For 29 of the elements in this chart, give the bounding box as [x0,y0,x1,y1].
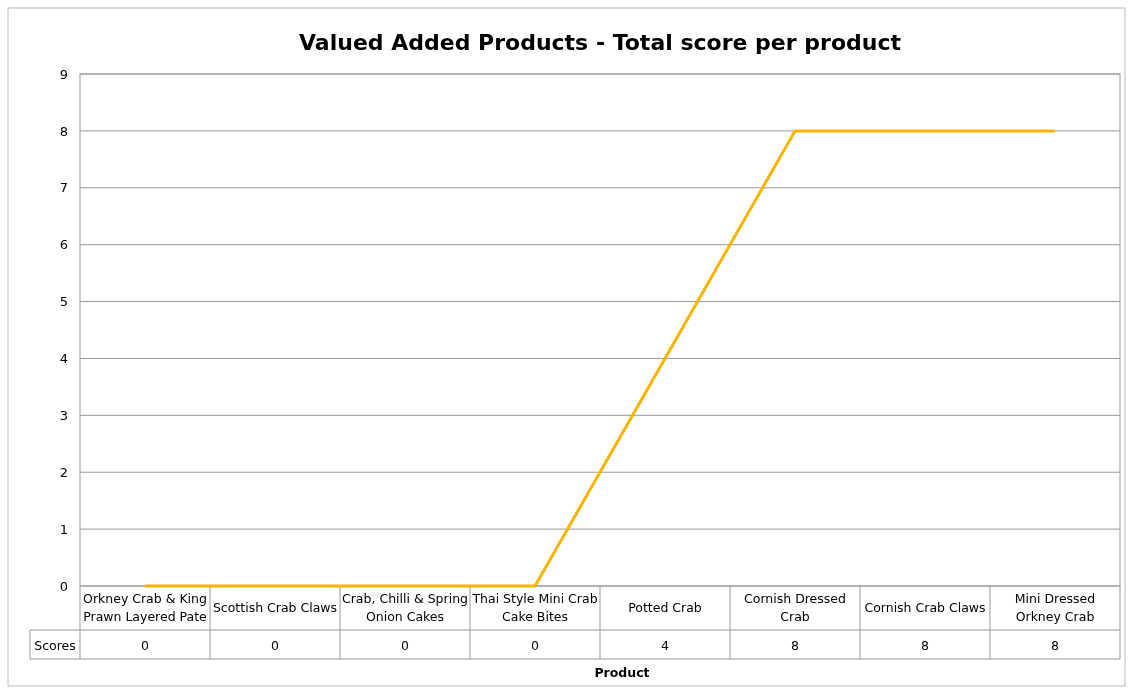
data-label: 0 [141,637,150,653]
x-tick-label: Cornish Dressed Crab [744,591,846,624]
data-label: 8 [791,637,800,653]
y-tick-label: 1 [59,521,68,537]
y-tick-label: 8 [59,123,68,139]
text: Scores [34,637,76,653]
y-tick-label: 6 [59,237,68,253]
chart-title: Valued Added Products - Total score per product [299,30,902,55]
x-tick-label: Cornish Crab Claws [864,600,986,615]
data-label: 8 [1051,637,1060,653]
y-tick-label: 0 [59,578,68,594]
x-axis-title: Product [594,665,650,680]
x-tick-label: Mini Dressed Orkney Crab [1014,591,1096,624]
x-tick-label: Potted Crab [628,600,702,615]
data-label: 8 [921,637,930,653]
x-tick-label: Scottish Crab Claws [212,600,338,615]
x-tick-label: Orkney Crab & King Prawn Layered Pate [83,591,208,624]
data-label: 0 [531,637,540,653]
data-label: 0 [271,637,280,653]
y-tick-label: 4 [59,351,68,367]
y-tick-label: 2 [59,464,68,480]
y-tick-label: 7 [59,180,68,196]
data-label: 4 [661,637,670,653]
y-tick-label: 5 [59,294,68,310]
y-tick-label: 9 [59,66,68,82]
data-label: 0 [401,637,410,653]
x-tick-label: Crab, Chilli & Spring Onion Cakes [342,591,468,624]
x-tick-label: Thai Style Mini Crab Cake Bites [471,591,598,624]
y-tick-label: 3 [59,407,68,423]
